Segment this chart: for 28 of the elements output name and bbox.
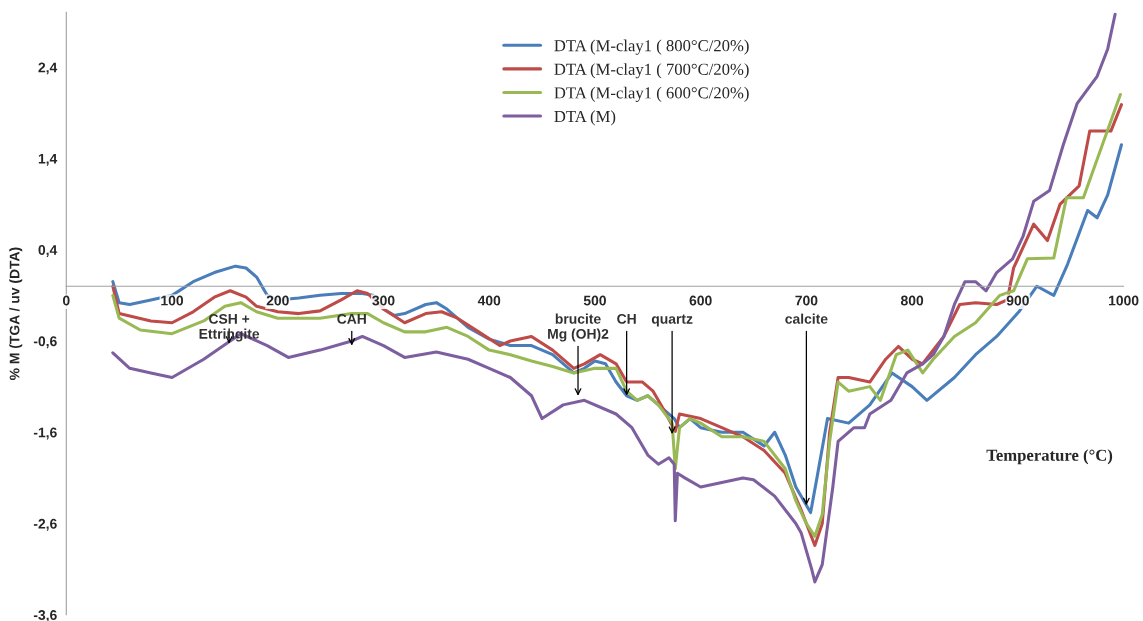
legend-label: DTA (M-clay1 ( 600°C/20%) [554, 86, 749, 102]
annotation: calcite [785, 313, 828, 324]
x-tick-label: 900 [1006, 295, 1029, 306]
x-tick-label: 600 [689, 295, 712, 306]
x-tick-label: 300 [372, 295, 395, 306]
x-tick-label: 0 [62, 295, 70, 306]
y-tick-label: -3,6 [33, 610, 57, 621]
x-tick-label: 1000 [1109, 295, 1139, 306]
y-tick-label: -1,6 [33, 427, 57, 440]
x-tick-label: 800 [900, 295, 924, 306]
legend-label: DTA (M-clay1 ( 700°C/20%) [554, 63, 749, 79]
x-tick-label: 700 [795, 295, 818, 306]
annotation: CAH [337, 313, 366, 324]
x-tick-label: 100 [161, 295, 184, 306]
legend-label: DTA (M) [554, 110, 616, 126]
y-tick-label: 0,4 [38, 245, 58, 257]
y-tick-label: -0,6 [33, 336, 57, 349]
y-tick-label: 2,4 [38, 62, 58, 75]
y-axis-title: % M (TGA / uv (DTA) [9, 247, 23, 380]
annotation: quartz [651, 314, 693, 327]
x-tick-label: 500 [583, 295, 606, 306]
annotation: CH [617, 313, 636, 324]
y-tick-label: 1,4 [38, 153, 58, 166]
x-tick-label: 400 [477, 295, 501, 306]
legend-label: DTA (M-clay1 ( 800°C/20%) [554, 39, 749, 55]
y-tick-label: -2,6 [33, 518, 57, 531]
annotation: brucite Mg (OH)2 [548, 313, 609, 342]
x-axis-title: Temperature (°C) [986, 449, 1113, 465]
